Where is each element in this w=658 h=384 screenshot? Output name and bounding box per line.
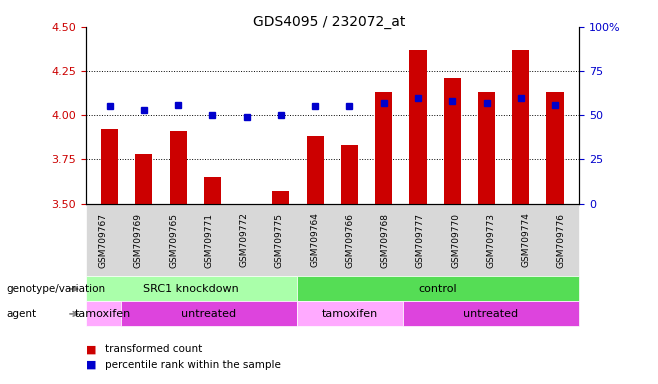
Text: GSM709773: GSM709773	[486, 212, 495, 268]
Bar	[409, 50, 426, 204]
Text: GDS4095 / 232072_at: GDS4095 / 232072_at	[253, 15, 405, 29]
Text: tamoxifen: tamoxifen	[75, 309, 132, 319]
Bar	[443, 78, 461, 204]
Text: GSM709767: GSM709767	[99, 212, 108, 268]
Text: GSM709772: GSM709772	[240, 213, 249, 267]
Bar	[136, 154, 153, 204]
Text: GSM709775: GSM709775	[275, 212, 284, 268]
Bar	[307, 136, 324, 204]
Text: ■: ■	[86, 344, 96, 354]
Bar	[478, 92, 495, 204]
Text: GSM709771: GSM709771	[205, 212, 213, 268]
Bar	[101, 129, 118, 204]
Bar	[512, 50, 529, 204]
Bar	[272, 191, 290, 204]
Text: percentile rank within the sample: percentile rank within the sample	[105, 360, 281, 370]
Text: GSM709774: GSM709774	[522, 213, 530, 267]
Text: GSM709777: GSM709777	[416, 212, 425, 268]
Text: transformed count: transformed count	[105, 344, 203, 354]
Text: untreated: untreated	[182, 309, 236, 319]
Bar	[238, 204, 255, 207]
Text: GSM709764: GSM709764	[310, 213, 319, 267]
Bar	[375, 92, 392, 204]
Bar	[170, 131, 187, 204]
Text: GSM709768: GSM709768	[381, 212, 390, 268]
Text: GSM709776: GSM709776	[557, 212, 566, 268]
Text: SRC1 knockdown: SRC1 knockdown	[143, 284, 239, 294]
Text: agent: agent	[7, 309, 37, 319]
Text: GSM709770: GSM709770	[451, 212, 460, 268]
Text: ■: ■	[86, 360, 96, 370]
Text: untreated: untreated	[463, 309, 519, 319]
Bar	[204, 177, 221, 204]
Text: GSM709765: GSM709765	[169, 212, 178, 268]
Bar	[547, 92, 564, 204]
Text: GSM709766: GSM709766	[345, 212, 355, 268]
Text: genotype/variation: genotype/variation	[7, 284, 106, 294]
Bar	[341, 145, 358, 204]
Text: tamoxifen: tamoxifen	[322, 309, 378, 319]
Text: control: control	[418, 284, 457, 294]
Text: GSM709769: GSM709769	[134, 212, 143, 268]
